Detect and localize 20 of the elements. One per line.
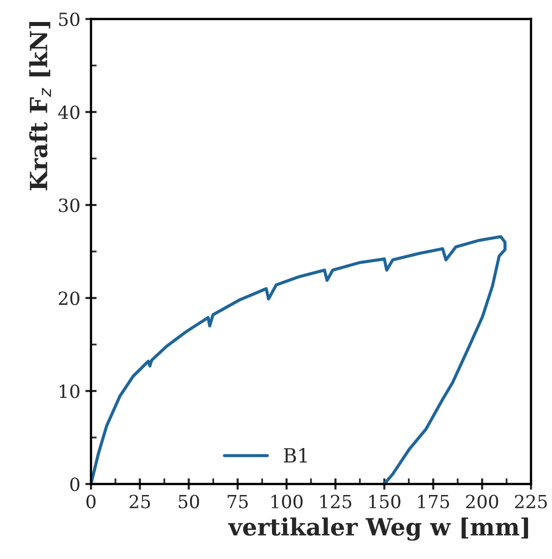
- y-tick-label: 0: [70, 477, 80, 492]
- x-axis-title: vertikaler Weg w [mm]: [228, 517, 528, 541]
- line-series: [91, 235, 507, 484]
- y-tick-label: 20: [58, 291, 80, 306]
- y-tick-label: 10: [60, 384, 80, 398]
- legend-label: B1: [284, 448, 307, 462]
- x-tick-label: 0: [86, 494, 96, 508]
- x-tick-label: 25: [130, 494, 150, 508]
- y-tick-label: 30: [58, 198, 80, 212]
- x-tick-label: 50: [178, 494, 200, 508]
- x-tick-label: 125: [320, 494, 352, 508]
- y-axis-title: Kraft F$_{z}$ [kN]: [29, 22, 52, 190]
- x-tick-label: 75: [228, 494, 248, 508]
- x-tick-label: 100: [272, 494, 303, 508]
- y-tick-label: 50: [59, 12, 80, 26]
- x-tick-label: 225: [514, 494, 547, 508]
- x-tick-label: 150: [369, 494, 400, 508]
- x-tick-label: 175: [418, 494, 450, 508]
- x-tick-label: 200: [466, 494, 498, 508]
- y-tick-label: 40: [58, 105, 80, 120]
